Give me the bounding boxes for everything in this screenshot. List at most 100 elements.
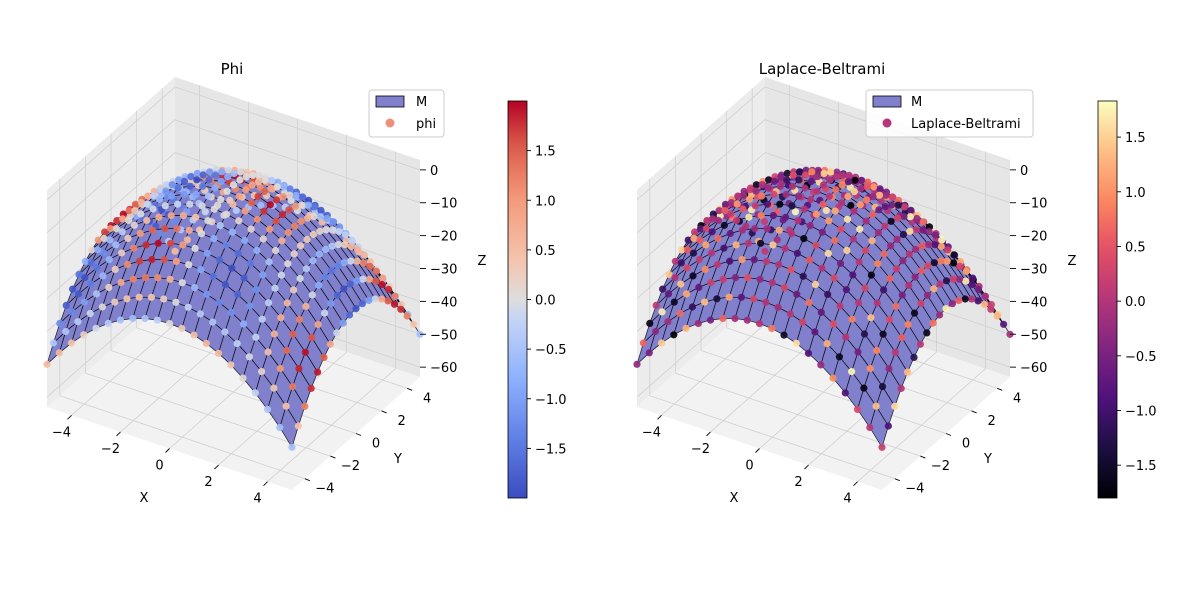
scatter-point [291, 203, 299, 211]
scatter-point [695, 283, 703, 291]
scatter-point [658, 308, 666, 316]
scatter-point [925, 228, 933, 236]
scatter-point [259, 235, 267, 243]
scatter-point [160, 295, 168, 303]
scatter-point [81, 274, 89, 282]
scatter-point [713, 260, 722, 269]
scatter-point [708, 249, 716, 257]
scatter-point [824, 290, 832, 298]
scatter-point [746, 186, 754, 194]
scatter-point [764, 184, 772, 192]
scatter-point [727, 210, 735, 218]
scatter-point [792, 339, 800, 347]
scatter-point [205, 176, 213, 184]
scatter-point [752, 187, 760, 195]
scatter-point [760, 217, 769, 226]
scatter-point [167, 239, 175, 247]
scatter-point [222, 241, 230, 249]
scatter-point [162, 187, 170, 195]
scatter-point [911, 273, 919, 281]
scatter-point [155, 213, 163, 221]
scatter-point [304, 214, 312, 222]
colorbar-tick-label: 0.5 [1125, 241, 1146, 256]
scatter-point [62, 301, 70, 309]
scatter-point [738, 256, 746, 264]
scatter-point [639, 339, 648, 347]
scatter-point [291, 222, 299, 230]
scatter-point [930, 285, 938, 293]
scatter-point [739, 205, 747, 213]
scatter-point [111, 265, 119, 273]
scatter-point [80, 298, 88, 306]
scatter-point [950, 251, 958, 259]
scatter-point [897, 384, 905, 392]
scatter-point [352, 305, 360, 313]
scatter-point [820, 169, 828, 178]
scatter-point [236, 176, 244, 184]
scatter-point [657, 339, 666, 347]
scatter-point [670, 298, 678, 306]
scatter-point [378, 280, 386, 289]
scatter-point [322, 226, 330, 234]
y-tick-mark [381, 410, 387, 414]
scatter-point [695, 256, 704, 264]
scatter-point [765, 176, 773, 184]
scatter-point [907, 206, 915, 214]
gridline-x [857, 151, 986, 482]
scatter-point [898, 291, 906, 299]
scatter-point [817, 308, 825, 316]
scatter-point [230, 169, 238, 178]
scatter-point [199, 182, 207, 190]
colorbar-tick-label: 1.0 [535, 194, 556, 209]
scatter-point [229, 181, 238, 189]
scatter-point [88, 246, 96, 254]
scatter-point [737, 293, 746, 301]
scatter-point [286, 185, 294, 193]
scatter-point [259, 271, 267, 279]
y-tick-mark [945, 433, 952, 436]
z-tick-label: −40 [1020, 295, 1047, 310]
scatter-point [892, 302, 900, 310]
scatter-point [277, 314, 285, 322]
scatter-point [770, 177, 779, 185]
scatter-point [131, 200, 140, 208]
scatter-point [315, 281, 323, 289]
scatter-point [751, 202, 759, 210]
x-tick-label: −2 [101, 442, 120, 457]
scatter-point [677, 259, 685, 267]
scatter-point [360, 251, 368, 259]
gridline-z [46, 152, 421, 266]
scatter-point [289, 383, 297, 391]
scatter-point [912, 245, 920, 253]
scatter-point [738, 226, 747, 234]
scatter-point [750, 256, 758, 264]
scatter-point [327, 299, 335, 307]
scatter-point [819, 181, 828, 189]
scatter-point [884, 422, 893, 430]
scatter-point [253, 246, 261, 254]
colorbar-tick-label: −1.5 [1125, 459, 1157, 474]
scatter-point [347, 242, 355, 251]
scatter-point [67, 339, 76, 347]
scatter-point [298, 201, 306, 209]
scatter-point [733, 216, 741, 224]
scatter-point [763, 200, 772, 208]
scatter-point [124, 234, 132, 242]
scatter-point [745, 213, 753, 221]
scatter-point [929, 319, 937, 327]
scatter-point [878, 383, 887, 391]
scatter-point [768, 324, 776, 333]
scatter-point [209, 318, 217, 326]
scatter-point [770, 190, 778, 198]
scatter-point [199, 171, 207, 179]
scatter-point [719, 314, 727, 323]
scatter-point [684, 246, 692, 254]
scatter-point [221, 280, 229, 289]
scatter-point [838, 199, 846, 207]
y-tick-label: 0 [962, 437, 970, 452]
scatter-point [252, 286, 260, 294]
scatter-point [93, 264, 101, 272]
colorbar-tick-label: 0.0 [535, 294, 556, 309]
scatter-point [43, 360, 51, 368]
scatter-point [825, 217, 833, 225]
